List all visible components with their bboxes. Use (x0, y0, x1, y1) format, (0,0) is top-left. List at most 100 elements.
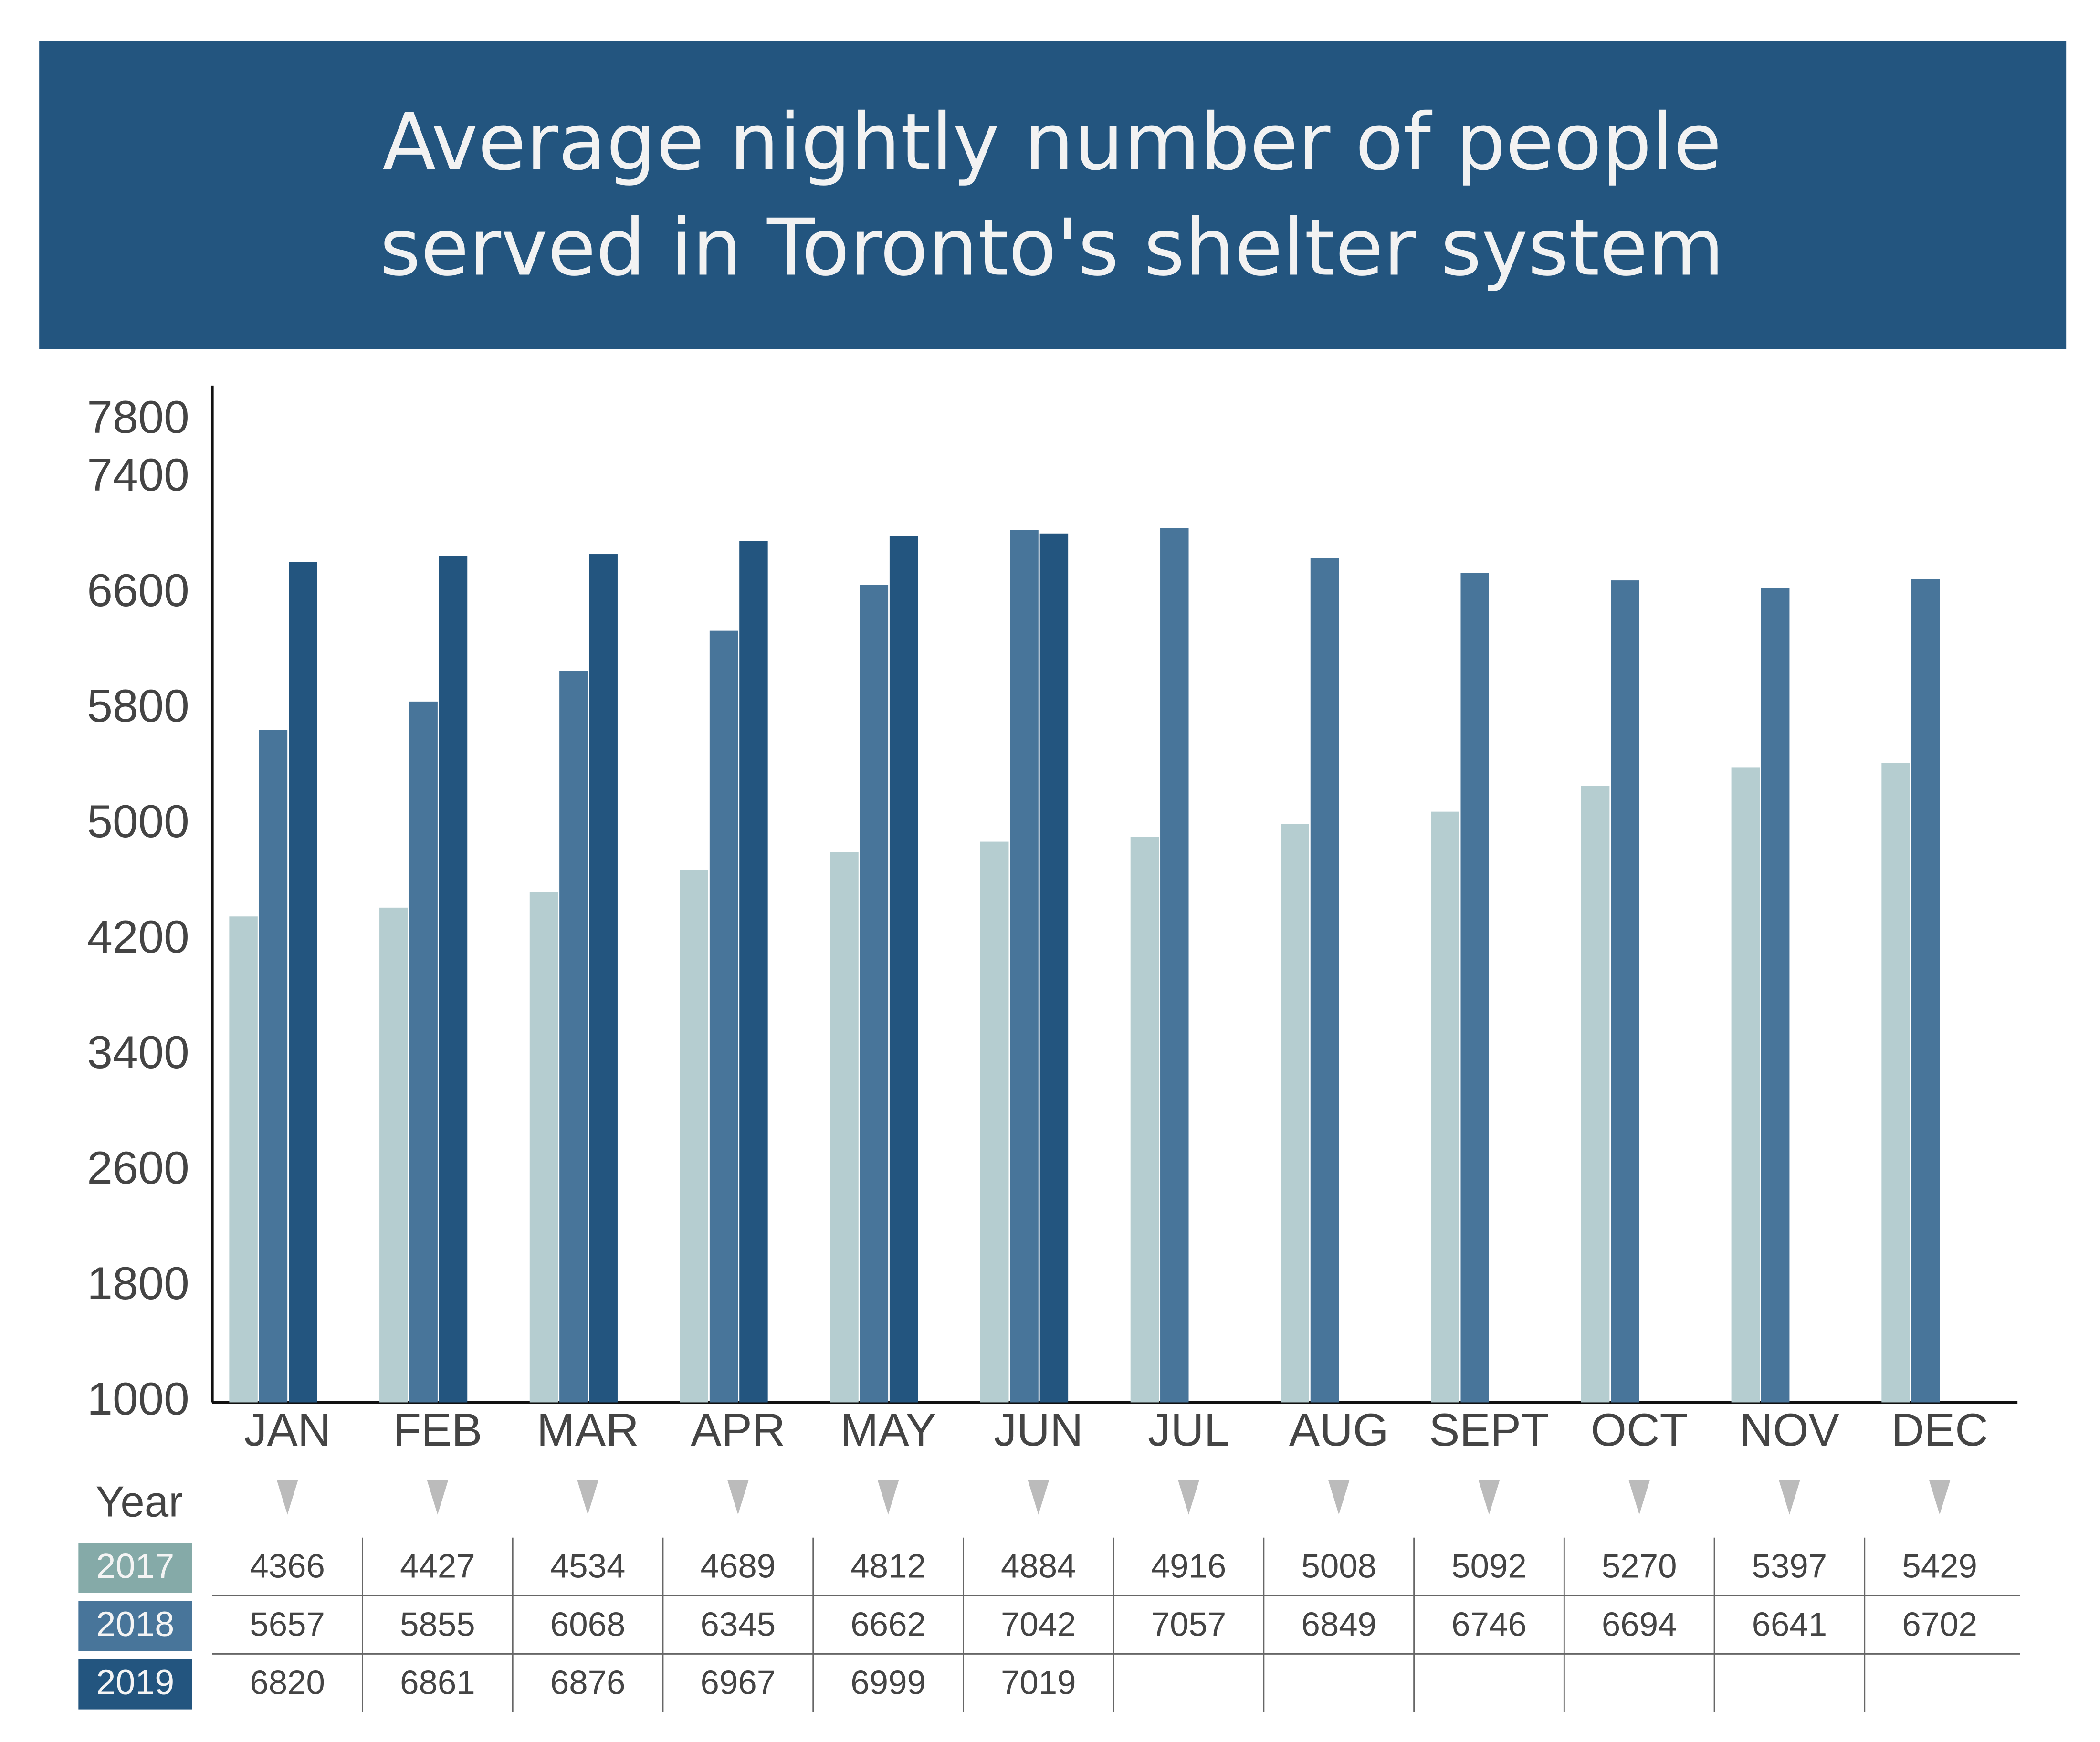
x-tick-label: NOV (1740, 1405, 1839, 1456)
pointer-triangle (1628, 1479, 1650, 1515)
y-tick-label: 3400 (87, 1027, 189, 1078)
bar (559, 671, 588, 1403)
y-tick-label: 5800 (87, 681, 189, 732)
table-value: 5397 (1752, 1548, 1827, 1585)
table-value: 4534 (550, 1548, 626, 1585)
y-tick-label: 5000 (87, 796, 189, 847)
pointer-triangle (1028, 1479, 1050, 1515)
bar (1310, 558, 1339, 1403)
table-value: 6999 (850, 1664, 926, 1701)
table-value: 4689 (701, 1548, 776, 1585)
x-tick-label: AUG (1289, 1405, 1389, 1456)
table-value: 4427 (400, 1548, 475, 1585)
table-value: 4884 (1001, 1548, 1076, 1585)
table-value: 5657 (250, 1606, 325, 1643)
legend-swatch (78, 1543, 192, 1593)
x-tick-label: APR (691, 1405, 785, 1456)
pointer-triangle (427, 1479, 449, 1515)
bar (259, 730, 288, 1403)
bar (980, 841, 1009, 1403)
bar (739, 541, 768, 1403)
table-value: 6694 (1602, 1606, 1677, 1643)
x-tick-label: MAR (537, 1405, 639, 1456)
title-wrap: Average nightly number of people served … (379, 95, 1724, 294)
x-tick-label: JUL (1148, 1405, 1229, 1456)
table-value: 7042 (1001, 1606, 1076, 1643)
bar (860, 585, 889, 1403)
y-tick-label: 7800 (87, 392, 189, 443)
y-tick-label: 1000 (87, 1374, 189, 1425)
table-value: 6641 (1752, 1606, 1827, 1643)
table-value: 5429 (1902, 1548, 1977, 1585)
legend-swatch (78, 1659, 192, 1710)
x-tick-label: JAN (244, 1405, 331, 1456)
bar (1581, 786, 1610, 1403)
table-value: 5855 (400, 1606, 475, 1643)
bar (680, 870, 709, 1403)
bar (1911, 579, 1940, 1403)
bar (1761, 588, 1790, 1403)
legend-swatch (78, 1601, 192, 1651)
bar (229, 916, 258, 1403)
table-value: 6820 (250, 1664, 325, 1701)
table-value: 4366 (250, 1548, 325, 1585)
table-value: 5008 (1301, 1548, 1376, 1585)
pointer-triangle (1778, 1479, 1801, 1515)
x-tick-label: DEC (1891, 1405, 1988, 1456)
legend-label: 2019 (96, 1662, 174, 1702)
x-tick-label: MAY (840, 1405, 936, 1456)
bar (889, 536, 918, 1403)
pointer-triangle (276, 1479, 298, 1515)
pointer-triangle (877, 1479, 899, 1515)
table-value: 6662 (850, 1606, 926, 1643)
bar (1281, 824, 1309, 1403)
chart-title: Average nightly number of people served … (379, 95, 1724, 294)
pointer-triangle (1478, 1479, 1500, 1515)
y-tick-label: 4200 (87, 912, 189, 963)
table-value: 5270 (1602, 1548, 1677, 1585)
bar (289, 562, 317, 1403)
bar (1130, 837, 1159, 1403)
pointer-triangle (577, 1479, 599, 1515)
bar (1611, 580, 1639, 1403)
title-banner (39, 41, 2067, 349)
table-value: 6746 (1451, 1606, 1527, 1643)
table-value: 7057 (1151, 1606, 1227, 1643)
table-value: 5092 (1451, 1548, 1527, 1585)
table-value: 6068 (550, 1606, 626, 1643)
bar (1160, 528, 1189, 1403)
table-value: 7019 (1001, 1664, 1076, 1701)
pointer-triangle (1328, 1479, 1350, 1515)
bar (709, 630, 738, 1403)
bar (439, 556, 468, 1403)
table-value: 4812 (850, 1548, 926, 1585)
x-tick-label: JUN (994, 1405, 1083, 1456)
table-value: 6849 (1301, 1606, 1376, 1643)
bar (1010, 530, 1039, 1403)
pointer-triangle (1929, 1479, 1951, 1515)
table-value: 6861 (400, 1664, 475, 1701)
bar (589, 554, 618, 1403)
table-header: Year (95, 1478, 183, 1526)
table-value: 6345 (701, 1606, 776, 1643)
pointer-triangle (1177, 1479, 1200, 1515)
bar (1731, 767, 1760, 1403)
legend-label: 2017 (96, 1546, 174, 1585)
y-tick-label: 1800 (87, 1258, 189, 1309)
y-tick-label: 2600 (87, 1143, 189, 1194)
bar (379, 907, 408, 1403)
x-tick-label: FEB (393, 1405, 482, 1456)
pointer-triangle (727, 1479, 749, 1515)
y-tick-label: 6600 (87, 565, 189, 616)
bar (529, 892, 558, 1403)
bar (830, 852, 859, 1403)
table-value: 4916 (1151, 1548, 1227, 1585)
table-value: 6967 (701, 1664, 776, 1701)
table-value: 6702 (1902, 1606, 1977, 1643)
bar (1460, 573, 1489, 1403)
legend-label: 2018 (96, 1604, 174, 1644)
table-value: 6876 (550, 1664, 626, 1701)
bar (1040, 533, 1069, 1403)
